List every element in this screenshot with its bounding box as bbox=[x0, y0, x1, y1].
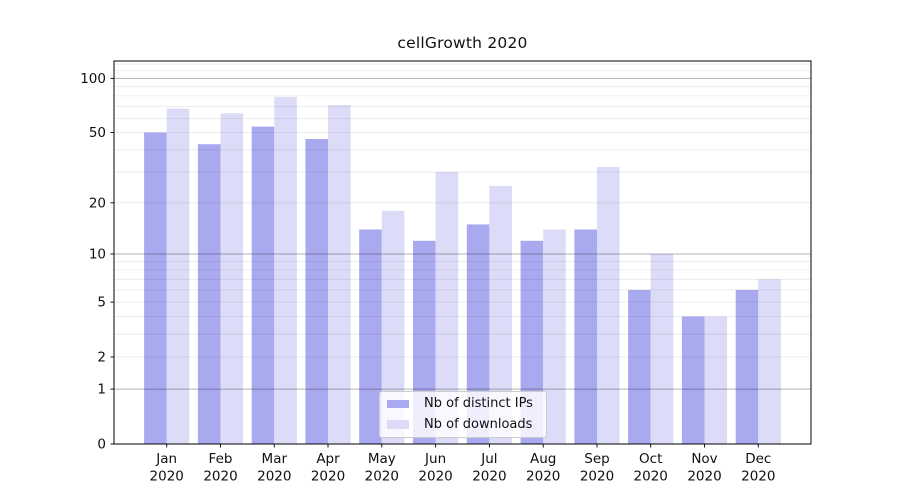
legend-label-downloads: Nb of downloads bbox=[424, 416, 533, 432]
bar-nb-of-distinct-ips-nov-2020 bbox=[681, 316, 705, 444]
bar-nb-of-distinct-ips-mar-2020 bbox=[251, 126, 275, 444]
legend-label-distinct-ips: Nb of distinct IPs bbox=[424, 396, 533, 412]
bar-nb-of-downloads-feb-2020 bbox=[220, 113, 244, 445]
legend-item-downloads: Nb of downloads bbox=[386, 416, 538, 433]
plot-border bbox=[113, 60, 812, 445]
y-tick-label-5: 5 bbox=[97, 295, 106, 311]
bar-nb-of-downloads-dec-2020 bbox=[758, 279, 781, 444]
x-tick-label-apr-2020: Apr 2020 bbox=[311, 451, 345, 485]
y-tick-label-1: 1 bbox=[97, 382, 106, 398]
legend-swatch-downloads bbox=[386, 420, 409, 429]
x-tick-label-dec-2020: Dec 2020 bbox=[741, 451, 775, 485]
x-tick-label-oct-2020: Oct 2020 bbox=[634, 451, 668, 485]
y-tick-label-20: 20 bbox=[89, 195, 106, 211]
bar-nb-of-downloads-nov-2020 bbox=[704, 316, 728, 444]
x-tick-label-jan-2020: Jan 2020 bbox=[150, 451, 184, 485]
bar-nb-of-downloads-mar-2020 bbox=[274, 96, 297, 445]
x-tick-label-mar-2020: Mar 2020 bbox=[257, 451, 291, 485]
bar-nb-of-distinct-ips-jan-2020 bbox=[144, 132, 167, 444]
bar-nb-of-distinct-ips-feb-2020 bbox=[197, 144, 221, 444]
bar-nb-of-downloads-jan-2020 bbox=[166, 108, 190, 444]
bar-nb-of-distinct-ips-oct-2020 bbox=[628, 289, 651, 444]
y-tick-label-0: 0 bbox=[97, 437, 106, 453]
x-tick-label-nov-2020: Nov 2020 bbox=[687, 451, 721, 485]
y-tick-label-10: 10 bbox=[89, 247, 106, 263]
bar-nb-of-distinct-ips-apr-2020 bbox=[305, 139, 328, 444]
bar-nb-of-downloads-may-2020 bbox=[381, 210, 405, 444]
legend: Nb of distinct IPs Nb of downloads bbox=[378, 390, 547, 438]
bar-nb-of-distinct-ips-sep-2020 bbox=[574, 229, 597, 444]
x-tick-label-feb-2020: Feb 2020 bbox=[203, 451, 237, 485]
chart-title: cellGrowth 2020 bbox=[397, 34, 528, 52]
bar-nb-of-downloads-apr-2020 bbox=[328, 105, 351, 444]
bar-nb-of-downloads-jun-2020 bbox=[435, 172, 459, 444]
bar-nb-of-downloads-oct-2020 bbox=[650, 254, 674, 444]
x-tick-label-aug-2020: Aug 2020 bbox=[526, 451, 560, 485]
bar-nb-of-downloads-jul-2020 bbox=[489, 185, 512, 444]
y-tick-label-100: 100 bbox=[80, 71, 106, 87]
x-tick-label-may-2020: May 2020 bbox=[365, 451, 399, 485]
bar-nb-of-distinct-ips-dec-2020 bbox=[735, 289, 759, 444]
x-tick-label-sep-2020: Sep 2020 bbox=[580, 451, 614, 485]
y-tick-label-50: 50 bbox=[89, 125, 106, 141]
bar-nb-of-downloads-aug-2020 bbox=[543, 229, 566, 444]
bar-nb-of-distinct-ips-may-2020 bbox=[359, 229, 382, 444]
legend-swatch-distinct-ips bbox=[386, 399, 409, 408]
y-tick-label-2: 2 bbox=[97, 350, 106, 366]
legend-item-distinct-ips: Nb of distinct IPs bbox=[386, 396, 538, 413]
x-tick-label-jun-2020: Jun 2020 bbox=[418, 451, 452, 485]
bar-nb-of-distinct-ips-jul-2020 bbox=[466, 224, 490, 444]
bar-nb-of-downloads-sep-2020 bbox=[597, 167, 620, 444]
x-tick-label-jul-2020: Jul 2020 bbox=[472, 451, 506, 485]
